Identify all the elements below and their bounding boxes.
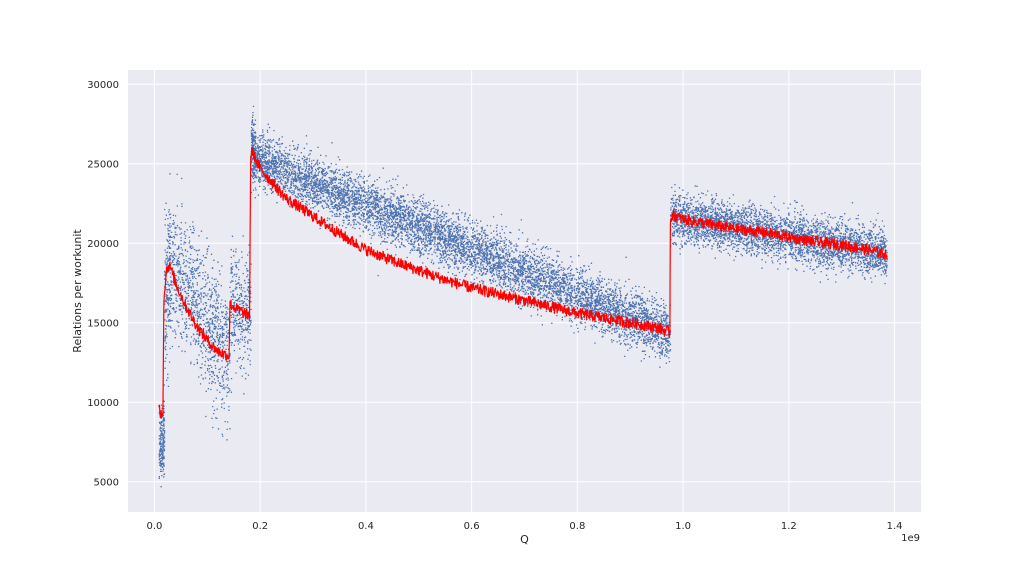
y-axis-label: Relations per workunit — [71, 229, 84, 353]
y-tick-label: 5000 — [94, 477, 119, 488]
x-tick-label: 0.4 — [358, 521, 374, 532]
moving-average-path — [158, 147, 888, 419]
x-axis-offset-label: 1e9 — [901, 533, 920, 544]
x-axis-label: Q — [520, 533, 529, 546]
y-tick-label: 20000 — [87, 239, 119, 250]
x-tick-label: 0.2 — [252, 521, 268, 532]
y-tick-label: 10000 — [87, 398, 119, 409]
x-tick-label: 0.0 — [146, 521, 162, 532]
x-tick-label: 0.6 — [464, 521, 480, 532]
x-tick-label: 0.8 — [569, 521, 585, 532]
y-tick-label: 30000 — [87, 80, 119, 91]
moving-average-line — [158, 147, 888, 419]
x-tick-label: 1.2 — [781, 521, 797, 532]
gridlines — [128, 70, 921, 512]
y-axis-ticks: 5000 10000 15000 20000 25000 30000 — [87, 80, 119, 488]
x-tick-label: 1.0 — [675, 521, 691, 532]
y-tick-label: 15000 — [87, 318, 119, 329]
plot-background — [128, 70, 921, 512]
x-tick-label: 1.4 — [887, 521, 903, 532]
x-axis-ticks: 0.0 0.2 0.4 0.6 0.8 1.0 1.2 1.4 — [146, 521, 902, 532]
y-tick-label: 25000 — [87, 159, 119, 170]
